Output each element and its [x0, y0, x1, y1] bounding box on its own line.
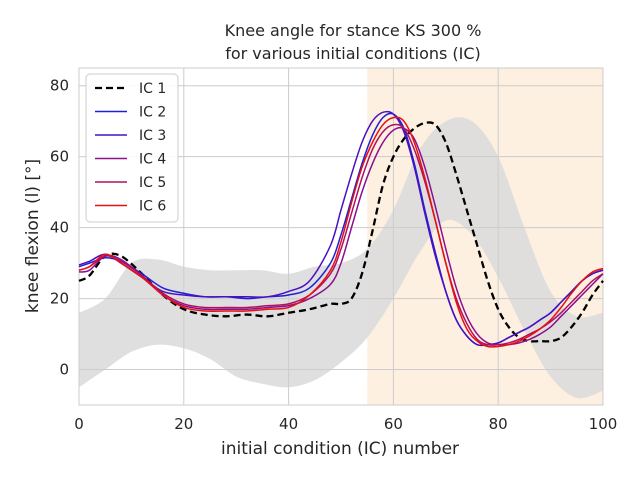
- x-tick-label: 0: [74, 415, 84, 433]
- x-axis-label: initial condition (IC) number: [221, 439, 459, 459]
- x-tick-label: 40: [279, 415, 298, 433]
- x-tick-label: 100: [589, 415, 618, 433]
- chart-title-line-1: Knee angle for stance KS 300 %: [225, 21, 482, 40]
- y-tick-label: 60: [50, 148, 69, 166]
- grid-layer: [78, 67, 604, 406]
- y-axis-label: knee flexion (l) [°]: [23, 159, 43, 313]
- x-tick-labels: 0 20 40 60 80 100: [74, 415, 617, 433]
- series-line-ic-3: [78, 110, 604, 347]
- y-tick-label: 80: [50, 77, 69, 95]
- x-tick-label: 20: [174, 415, 193, 433]
- y-tick-label: 20: [50, 290, 69, 308]
- plot-area: [78, 67, 604, 406]
- legend: IC 1 IC 2 IC 3 IC 4 IC 5 IC 6: [85, 73, 179, 223]
- variability-band: [79, 117, 603, 399]
- y-tick-label: 0: [59, 361, 69, 379]
- legend-label: IC 5: [139, 175, 166, 191]
- plot-frame: [78, 67, 604, 406]
- series-layer: [78, 110, 604, 348]
- series-line-ic-5: [78, 123, 604, 346]
- legend-label: IC 1: [139, 81, 166, 97]
- chart-title-line-2: for various initial conditions (IC): [225, 44, 481, 63]
- series-line-ic-1: [78, 121, 604, 343]
- y-tick-labels: 0 20 40 60 80: [50, 77, 69, 379]
- legend-label: IC 6: [139, 199, 166, 215]
- series-line-ic-4: [78, 126, 604, 346]
- legend-items: IC 1 IC 2 IC 3 IC 4 IC 5 IC 6: [95, 81, 166, 215]
- legend-label: IC 3: [139, 128, 166, 144]
- x-tick-label: 60: [384, 415, 403, 433]
- x-tick-label: 80: [489, 415, 508, 433]
- series-line-ic-6: [78, 116, 604, 348]
- legend-label: IC 2: [139, 105, 166, 121]
- band-layer: [79, 117, 603, 399]
- legend-label: IC 4: [139, 152, 166, 168]
- y-tick-label: 40: [50, 219, 69, 237]
